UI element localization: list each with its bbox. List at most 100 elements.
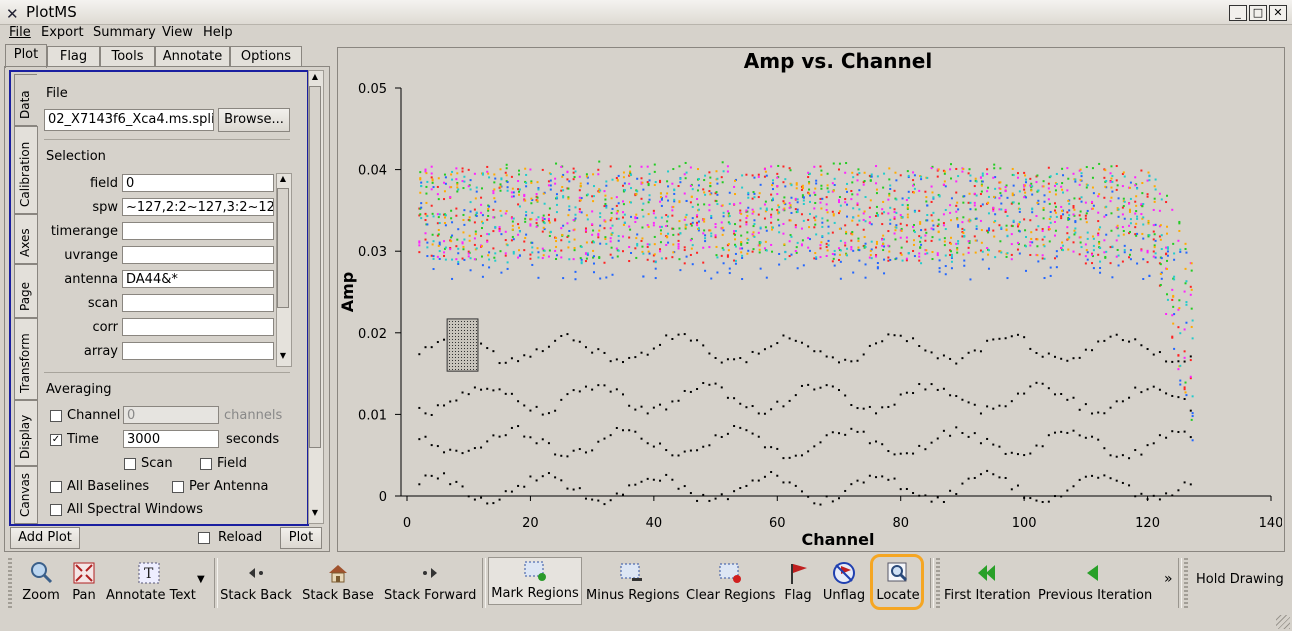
data-point — [753, 196, 756, 199]
scroll-down-icon[interactable]: ▼ — [311, 508, 319, 517]
minimize-button[interactable]: _ — [1229, 5, 1247, 21]
data-point — [868, 474, 871, 477]
data-point — [1010, 202, 1013, 205]
data-point — [457, 228, 460, 231]
field-checkbox[interactable] — [200, 458, 212, 470]
vtab-page[interactable]: Page — [14, 264, 38, 318]
uvrange-input[interactable] — [122, 246, 274, 264]
menu-view[interactable]: View — [162, 25, 193, 40]
menu-help[interactable]: Help — [203, 25, 233, 40]
close-button[interactable]: ✕ — [1269, 5, 1287, 21]
data-point — [498, 226, 501, 229]
scroll-up-icon[interactable]: ▲ — [279, 174, 287, 183]
tab-options[interactable]: Options — [230, 46, 302, 67]
menu-export[interactable]: Export — [41, 25, 84, 40]
data-point — [530, 181, 533, 184]
vtab-transform[interactable]: Transform — [14, 318, 38, 400]
mark-regions-tool[interactable]: Mark Regions — [488, 557, 582, 605]
data-point — [815, 233, 818, 236]
pan-tool[interactable]: Pan — [68, 560, 100, 608]
data-point — [690, 224, 693, 227]
channel-input[interactable]: 0 — [123, 406, 219, 424]
data-point — [944, 228, 947, 231]
data-point — [839, 239, 842, 242]
tab-tools[interactable]: Tools — [100, 46, 155, 67]
scroll-thumb[interactable] — [309, 86, 321, 448]
stack-back-tool[interactable]: Stack Back — [220, 560, 292, 608]
toolbar-grip[interactable] — [8, 558, 12, 608]
locate-tool[interactable]: Locate — [874, 560, 922, 608]
data-point — [586, 176, 589, 179]
corr-input[interactable] — [122, 318, 274, 336]
file-path-field[interactable]: 02_X7143f6_Xca4.ms.split — [44, 109, 214, 131]
annotate-text-tool[interactable]: T Annotate Text — [106, 560, 196, 608]
data-point — [1177, 368, 1180, 371]
data-point — [473, 172, 476, 175]
time-checkbox[interactable]: ✓ — [50, 434, 62, 446]
data-point — [592, 195, 595, 198]
browse-button[interactable]: Browse... — [218, 108, 290, 132]
scroll-down-icon[interactable]: ▼ — [279, 351, 287, 360]
clear-regions-tool[interactable]: Clear Regions — [686, 560, 775, 608]
plot-canvas[interactable] — [337, 47, 1285, 552]
maximize-button[interactable]: □ — [1249, 5, 1267, 21]
data-point — [689, 222, 692, 225]
annotate-dropdown-icon[interactable]: ▼ — [197, 574, 205, 585]
vtab-display[interactable]: Display — [14, 400, 38, 466]
timerange-input[interactable] — [122, 222, 274, 240]
resize-grip[interactable] — [1276, 615, 1290, 629]
previous-iteration-tool[interactable]: Previous Iteration — [1038, 560, 1152, 608]
data-point — [1154, 223, 1157, 226]
data-point — [783, 207, 786, 210]
stack-base-tool[interactable]: Stack Base — [300, 560, 376, 608]
plot-button[interactable]: Plot — [280, 527, 322, 549]
vtab-calibration[interactable]: Calibration — [14, 126, 38, 214]
data-point — [1128, 457, 1131, 460]
scroll-up-icon[interactable]: ▲ — [311, 72, 319, 81]
data-point — [1166, 250, 1169, 253]
vtab-canvas[interactable]: Canvas — [14, 466, 38, 524]
add-plot-button[interactable]: Add Plot — [10, 527, 80, 549]
minus-regions-tool[interactable]: Minus Regions — [586, 560, 680, 608]
vtab-data[interactable]: Data — [14, 74, 37, 126]
scroll-thumb[interactable] — [277, 188, 289, 308]
first-iteration-tool[interactable]: First Iteration — [944, 560, 1031, 608]
vtab-axes[interactable]: Axes — [14, 214, 38, 264]
unflag-tool[interactable]: Unflag — [822, 560, 866, 608]
annotate-text-icon: T — [138, 562, 160, 584]
tab-plot[interactable]: Plot — [5, 44, 47, 68]
data-point — [813, 226, 816, 229]
array-input[interactable] — [122, 342, 274, 360]
channel-checkbox[interactable] — [50, 410, 62, 422]
all-baselines-checkbox[interactable] — [50, 481, 62, 493]
data-point — [488, 233, 491, 236]
flag-tool[interactable]: Flag — [782, 560, 814, 608]
toolbar-grip[interactable] — [1184, 558, 1188, 608]
time-input[interactable]: 3000 — [123, 430, 219, 448]
data-point — [537, 188, 540, 191]
per-antenna-checkbox[interactable] — [172, 481, 184, 493]
tab-annotate[interactable]: Annotate — [155, 46, 230, 67]
toolbar-overflow-button[interactable]: » — [1164, 571, 1173, 587]
hold-drawing-button[interactable]: Hold Drawing — [1196, 572, 1284, 587]
stack-forward-tool[interactable]: Stack Forward — [384, 560, 476, 608]
data-point — [610, 211, 613, 214]
all-spw-checkbox[interactable] — [50, 504, 62, 516]
spw-input[interactable]: ~127,2:2~127,3:2~127 — [122, 198, 274, 216]
data-point — [467, 495, 470, 498]
toolbar-grip[interactable] — [936, 558, 940, 608]
field-input[interactable]: 0 — [122, 174, 274, 192]
tab-flag[interactable]: Flag — [47, 46, 100, 67]
reload-checkbox[interactable] — [198, 532, 210, 544]
data-point — [636, 242, 639, 245]
data-point — [683, 450, 686, 453]
scan-checkbox[interactable] — [124, 458, 136, 470]
zoom-tool[interactable]: Zoom — [20, 560, 62, 608]
antenna-input[interactable]: DA44&* — [122, 270, 274, 288]
scan-input[interactable] — [122, 294, 274, 312]
menu-file[interactable]: File — [9, 25, 31, 40]
data-point — [931, 191, 934, 194]
menu-summary[interactable]: Summary — [93, 25, 156, 40]
data-point — [1036, 201, 1039, 204]
